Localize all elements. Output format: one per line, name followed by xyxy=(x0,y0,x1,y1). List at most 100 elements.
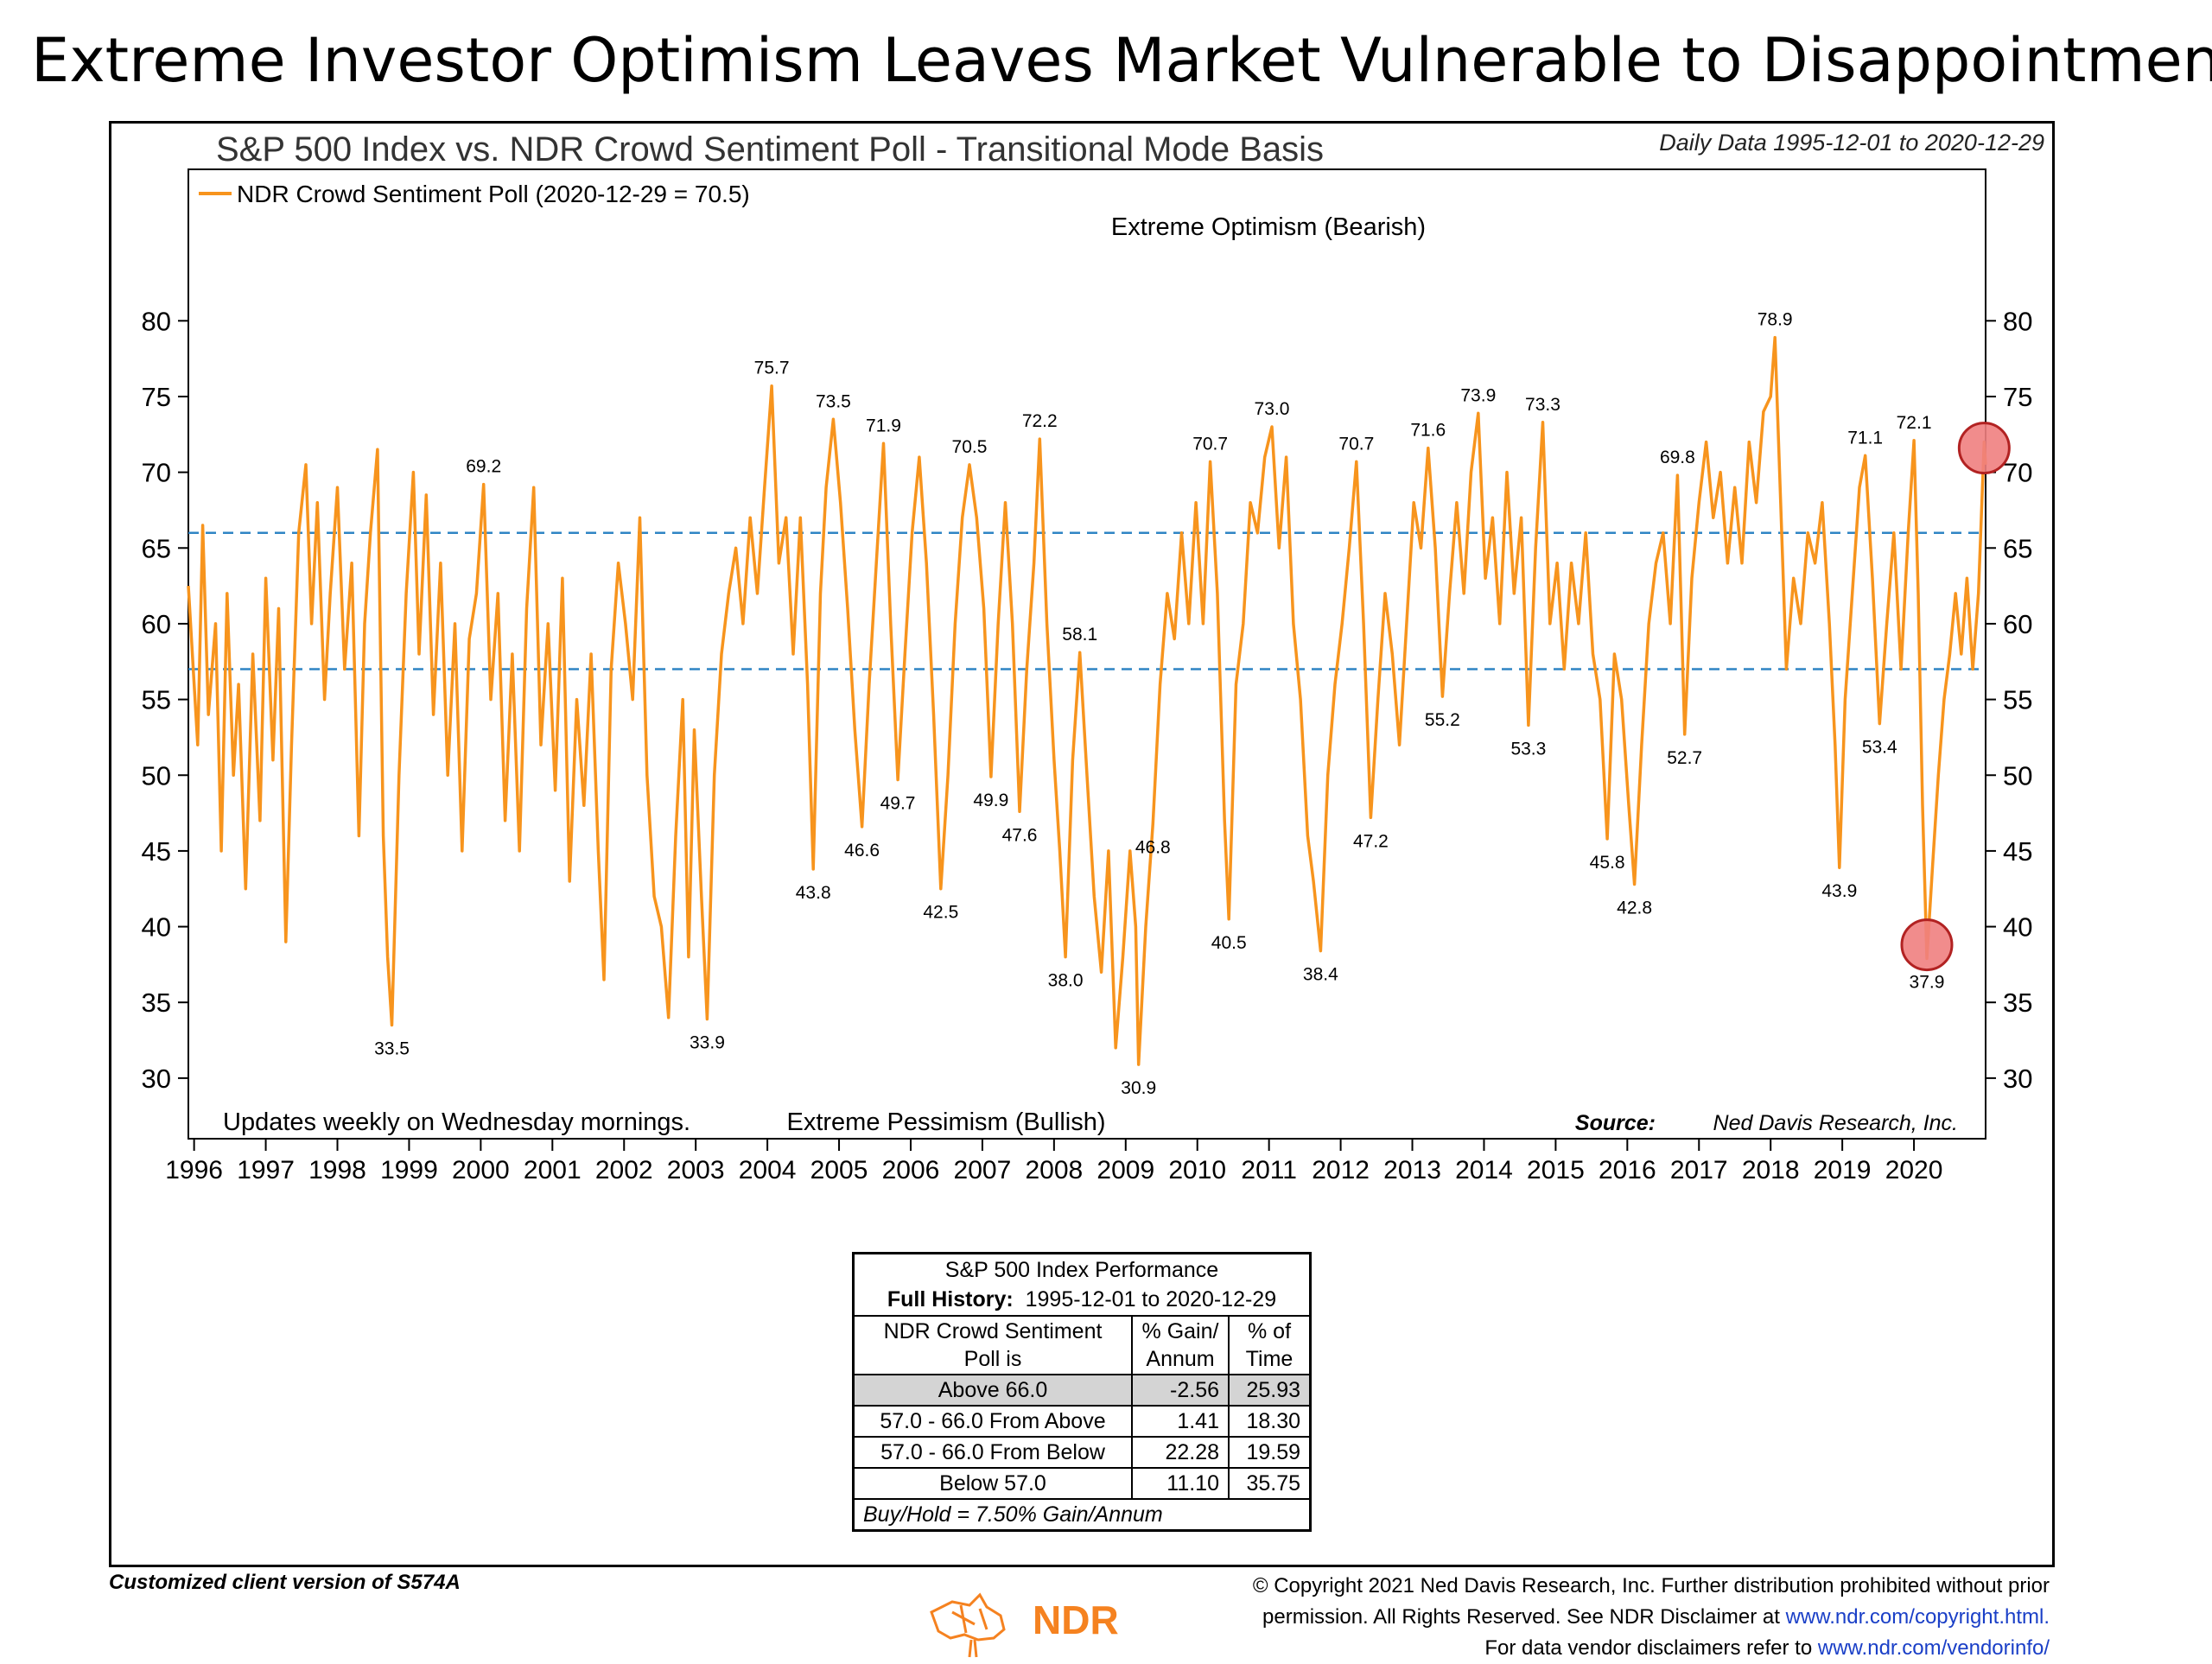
peak-value-label: 30.9 xyxy=(1121,1078,1156,1098)
y-tick-label-right: 50 xyxy=(2003,760,2032,791)
peak-value-label: 53.4 xyxy=(1862,738,1897,758)
peak-value-label: 73.5 xyxy=(816,391,851,411)
bottom-zone-label: Extreme Pessimism (Bullish) xyxy=(787,1108,1106,1136)
x-tick-label: 1998 xyxy=(308,1156,366,1184)
peak-value-label: 43.8 xyxy=(796,883,831,903)
y-tick-label: 40 xyxy=(142,912,171,943)
perf-header-poll: NDR Crowd Sentiment Poll is xyxy=(852,1315,1133,1375)
plot-area xyxy=(188,168,1986,1140)
y-tick-label: 70 xyxy=(142,458,171,488)
peak-value-label: 33.5 xyxy=(374,1039,410,1059)
x-tick-label: 2006 xyxy=(882,1156,940,1184)
copyright-link[interactable]: www.ndr.com/copyright.html. xyxy=(1785,1605,2050,1629)
x-tick-label: 2015 xyxy=(1527,1156,1585,1184)
peak-value-label: 72.2 xyxy=(1022,411,1058,431)
copyright-line-1: © Copyright 2021 Ned Davis Research, Inc… xyxy=(1252,1574,2050,1597)
peak-value-label: 73.3 xyxy=(1525,395,1560,415)
ndr-bull-bear-logo-icon xyxy=(930,1592,1006,1658)
peak-value-label: 70.7 xyxy=(1192,434,1228,454)
row-gain: 1.41 xyxy=(1131,1405,1230,1438)
x-tick-label: 1996 xyxy=(165,1156,223,1184)
row-gain: 11.10 xyxy=(1131,1467,1230,1500)
peak-value-label: 73.0 xyxy=(1255,399,1290,419)
x-tick-label: 2005 xyxy=(810,1156,868,1184)
row-time: 25.93 xyxy=(1228,1374,1312,1407)
y-tick-label-right: 45 xyxy=(2003,836,2032,867)
x-tick-label: 2014 xyxy=(1455,1156,1513,1184)
x-tick-label: 2002 xyxy=(595,1156,653,1184)
x-tick-label: 2016 xyxy=(1599,1156,1656,1184)
copyright-line-3: For data vendor disclaimers refer to xyxy=(1484,1636,1813,1660)
source-label: Source: xyxy=(1575,1111,1656,1135)
vendor-info-link[interactable]: www.ndr.com/vendorinfo/ xyxy=(1817,1636,2050,1660)
legend-label: NDR Crowd Sentiment Poll (2020-12-29 = 7… xyxy=(237,181,750,207)
buy-hold-note: Buy/Hold = 7.50% Gain/Annum xyxy=(852,1498,1312,1532)
update-note: Updates weekly on Wednesday mornings. xyxy=(223,1108,690,1136)
x-tick-label: 2004 xyxy=(739,1156,797,1184)
peak-value-label: 71.6 xyxy=(1410,421,1446,441)
peak-value-label: 38.0 xyxy=(1048,971,1084,991)
peak-value-label: 70.7 xyxy=(1338,434,1374,454)
x-tick-label: 2018 xyxy=(1742,1156,1800,1184)
y-tick-label-right: 70 xyxy=(2003,458,2032,488)
peak-value-label: 47.6 xyxy=(1002,825,1038,845)
peak-value-label: 46.8 xyxy=(1135,837,1171,857)
x-tick-label: 2007 xyxy=(954,1156,1012,1184)
x-tick-label: 2003 xyxy=(667,1156,725,1184)
peak-value-label: 49.7 xyxy=(880,794,916,814)
perf-history-value: 1995-12-01 to 2020-12-29 xyxy=(1025,1287,1277,1312)
peak-value-label: 42.8 xyxy=(1617,898,1652,918)
ndr-logo-text: NDR xyxy=(1033,1597,1119,1642)
highlight-marker xyxy=(1957,422,2011,475)
y-tick-label-right: 75 xyxy=(2003,382,2032,412)
y-tick-label: 60 xyxy=(142,609,171,639)
peak-value-label: 70.5 xyxy=(952,437,988,457)
y-tick-label: 35 xyxy=(142,988,171,1018)
x-tick-label: 2001 xyxy=(524,1156,582,1184)
perf-table-caption: S&P 500 Index Performance Full History: … xyxy=(852,1252,1312,1317)
y-tick-label: 30 xyxy=(142,1064,171,1094)
row-time: 35.75 xyxy=(1228,1467,1312,1500)
perf-history-label: Full History: xyxy=(887,1287,1014,1312)
sentiment-series-line xyxy=(187,335,1987,1066)
peak-value-label: 43.9 xyxy=(1821,881,1857,901)
performance-table: S&P 500 Index Performance Full History: … xyxy=(852,1252,1312,1532)
perf-header-time: % of Time xyxy=(1228,1315,1312,1375)
chart-subtitle: Daily Data 1995-12-01 to 2020-12-29 xyxy=(1659,130,2044,156)
peak-value-label: 38.4 xyxy=(1303,965,1338,985)
peak-value-label: 49.9 xyxy=(973,791,1008,810)
x-tick-label: 2008 xyxy=(1025,1156,1083,1184)
chart-title: S&P 500 Index vs. NDR Crowd Sentiment Po… xyxy=(216,130,1324,168)
peak-value-label: 37.9 xyxy=(1910,972,1945,992)
y-tick-label-right: 40 xyxy=(2003,912,2032,943)
y-tick-label: 55 xyxy=(142,685,171,715)
perf-table-title: S&P 500 Index Performance xyxy=(944,1258,1219,1282)
peak-value-label: 46.6 xyxy=(844,841,880,861)
peak-value-label: 40.5 xyxy=(1211,933,1247,953)
row-label: Above 66.0 xyxy=(852,1374,1133,1407)
y-tick-label-right: 35 xyxy=(2003,988,2032,1018)
row-time: 19.59 xyxy=(1228,1436,1312,1469)
peak-value-label: 45.8 xyxy=(1590,853,1625,873)
table-row: 57.0 - 66.0 From Below 22.28 19.59 xyxy=(852,1436,1312,1469)
y-tick-label-right: 65 xyxy=(2003,533,2032,563)
x-tick-label: 2020 xyxy=(1885,1156,1943,1184)
x-tick-label: 1997 xyxy=(237,1156,295,1184)
peak-value-label: 58.1 xyxy=(1062,625,1097,645)
peak-value-label: 33.9 xyxy=(690,1033,725,1053)
peak-value-label: 71.9 xyxy=(866,416,901,435)
chart-frame xyxy=(109,121,2055,1567)
copyright-block: © Copyright 2021 Ned Davis Research, Inc… xyxy=(1099,1571,2050,1664)
peak-value-label: 72.1 xyxy=(1897,413,1932,433)
x-tick-label: 2010 xyxy=(1168,1156,1226,1184)
peak-value-label: 69.2 xyxy=(466,457,501,477)
x-tick-label: 2011 xyxy=(1241,1156,1297,1184)
client-version-note: Customized client version of S574A xyxy=(109,1571,461,1594)
table-row: Above 66.0 -2.56 25.93 xyxy=(852,1374,1312,1407)
y-tick-label: 65 xyxy=(142,533,171,563)
peak-value-label: 52.7 xyxy=(1667,748,1702,768)
y-tick-label-right: 30 xyxy=(2003,1064,2032,1094)
x-tick-label: 2012 xyxy=(1312,1156,1370,1184)
x-tick-label: 2009 xyxy=(1096,1156,1154,1184)
